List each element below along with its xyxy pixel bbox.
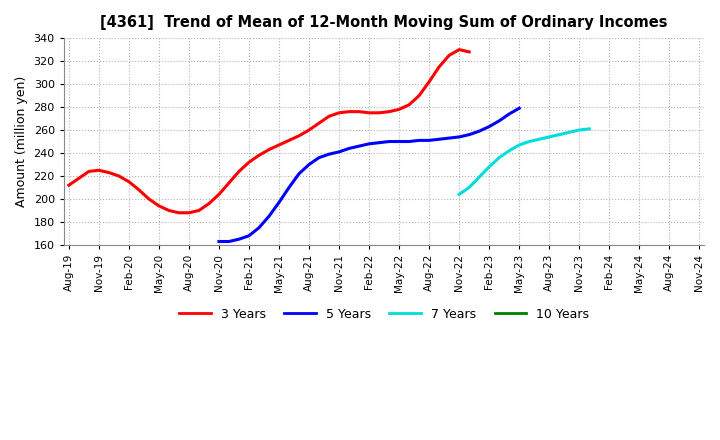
- Legend: 3 Years, 5 Years, 7 Years, 10 Years: 3 Years, 5 Years, 7 Years, 10 Years: [174, 303, 594, 326]
- Y-axis label: Amount (million yen): Amount (million yen): [15, 76, 28, 207]
- Title: [4361]  Trend of Mean of 12-Month Moving Sum of Ordinary Incomes: [4361] Trend of Mean of 12-Month Moving …: [100, 15, 668, 30]
